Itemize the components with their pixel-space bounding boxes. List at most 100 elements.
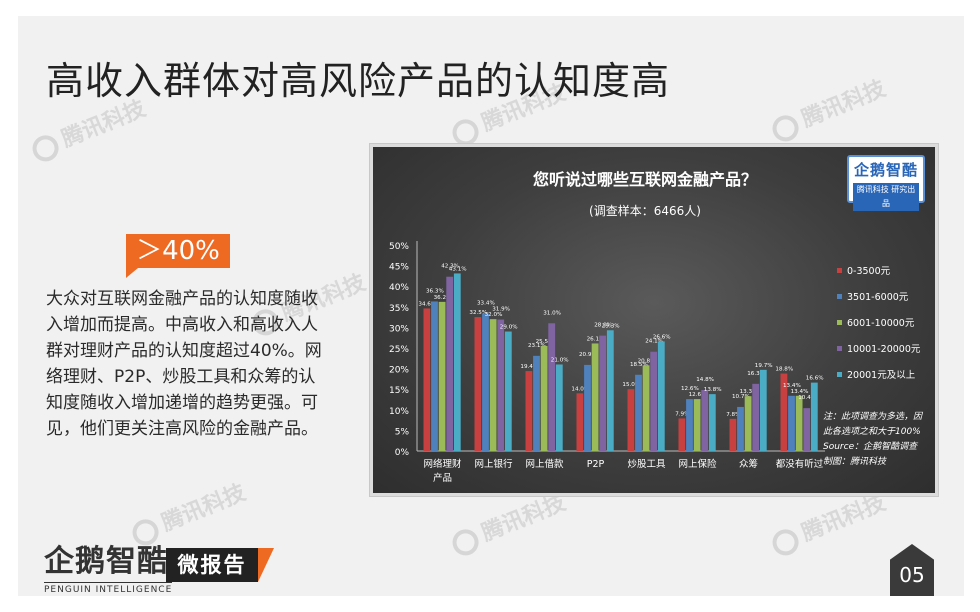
bar xyxy=(686,399,693,451)
bar xyxy=(803,408,811,451)
x-tick-label: 网上借款 xyxy=(525,458,564,470)
bar xyxy=(708,394,716,451)
data-label: 29.0% xyxy=(500,325,518,331)
footer-logo-text: 企鹅智酷 xyxy=(44,544,168,579)
bar xyxy=(533,355,540,451)
data-label: 29.3% xyxy=(602,323,620,329)
data-label: 36.2% xyxy=(434,295,452,301)
footer-logo: 企鹅智酷 PENGUIN INTELLIGENCE xyxy=(44,536,173,595)
report-tag-tail xyxy=(258,548,274,582)
chart-logo-subtext: 腾讯科技 研究出品 xyxy=(853,183,919,211)
footer-logo-subtext: PENGUIN INTELLIGENCE xyxy=(44,582,173,595)
legend-label: 20001元及以上 xyxy=(847,370,916,381)
data-label: 19.4% xyxy=(520,364,538,370)
bar-chart: 您听说过哪些互联网金融产品？ (调查样本：6466人) 0% 5% 10% 15% 20% 2… xyxy=(389,170,924,484)
x-tick-label: 都没有听过 xyxy=(776,458,824,470)
x-tick-label: 众筹 xyxy=(739,458,758,470)
data-label: 34.6% xyxy=(418,301,436,307)
bar xyxy=(423,308,431,451)
bar xyxy=(548,323,556,451)
bar xyxy=(780,373,788,451)
data-label: 16.3% xyxy=(747,371,765,377)
legend-swatch xyxy=(837,268,842,273)
bar xyxy=(678,418,686,451)
bar xyxy=(431,301,438,451)
y-tick-label: 0% xyxy=(395,448,410,458)
y-tick-label: 45% xyxy=(389,263,409,273)
data-label: 13.8% xyxy=(704,387,722,393)
bar xyxy=(788,395,795,451)
x-tick-label: 网上保险 xyxy=(678,458,717,470)
bar xyxy=(701,390,709,451)
data-label: 28.0% xyxy=(594,323,612,329)
bar xyxy=(657,341,665,451)
bar xyxy=(591,343,599,451)
data-label: 16.6% xyxy=(806,376,824,382)
bar xyxy=(497,319,505,451)
x-tick-label: 产品 xyxy=(433,472,452,484)
chart-logo-text: 企鹅智酷 xyxy=(853,161,918,179)
bar xyxy=(474,317,482,451)
chart-note: Source：企鹅智酷调查 xyxy=(823,441,919,452)
data-label: 14.8% xyxy=(696,377,714,383)
bar xyxy=(482,313,489,451)
bar xyxy=(650,351,658,451)
chart-subtitle: (调查样本：6466人) xyxy=(589,203,701,218)
data-label: 36.3% xyxy=(426,288,444,294)
bar xyxy=(606,330,614,451)
bar xyxy=(489,319,497,451)
data-label: 23.1% xyxy=(528,343,546,349)
bar xyxy=(627,389,635,451)
bar xyxy=(795,395,803,451)
data-label: 24.1% xyxy=(645,339,663,345)
legend-label: 6001-10000元 xyxy=(847,318,915,329)
data-label: 21.0% xyxy=(551,357,569,363)
body-text: 大众对互联网金融产品的认知度随收入增加而提高。中高收入和高收入人群对理财产品的认… xyxy=(46,289,322,439)
data-label: 18.8% xyxy=(775,367,793,373)
slide: 腾讯科技 腾讯科技 腾讯科技 腾讯科技 腾讯科技 腾讯科技 腾讯科技 高收入群体… xyxy=(18,16,964,596)
x-tick-label: 网上银行 xyxy=(474,458,513,470)
data-label: 13.3% xyxy=(740,389,758,395)
data-label: 15.0% xyxy=(622,382,640,388)
data-label: 13.4% xyxy=(783,383,801,389)
bar xyxy=(555,364,563,451)
bar xyxy=(438,301,446,451)
data-label: 32.5% xyxy=(469,310,487,316)
data-label: 20.8% xyxy=(638,358,656,364)
data-label: 18.5% xyxy=(630,362,648,368)
y-tick-label: 50% xyxy=(389,242,409,252)
legend-label: 3501-6000元 xyxy=(847,292,909,303)
chart-panel: 您听说过哪些互联网金融产品？ (调查样本：6466人) 0% 5% 10% 15% 20% 2… xyxy=(370,144,938,496)
data-label: 10.7% xyxy=(732,394,750,400)
data-label: 25.5% xyxy=(536,339,554,345)
data-label: 13.4% xyxy=(791,389,809,395)
y-tick-label: 5% xyxy=(395,427,410,437)
data-label: 26.1% xyxy=(587,336,605,342)
y-tick-label: 30% xyxy=(389,324,409,334)
chart-title: 您听说过哪些互联网金融产品？ xyxy=(533,170,757,189)
page-number: 05 xyxy=(890,544,934,596)
y-tick-label: 25% xyxy=(389,345,409,355)
bar xyxy=(744,396,752,451)
bar xyxy=(584,364,591,451)
data-label: 32.0% xyxy=(485,312,503,318)
bar xyxy=(599,335,607,451)
highlight-badge: ＞40% xyxy=(126,234,230,268)
x-tick-label: P2P xyxy=(587,459,605,470)
data-label: 31.9% xyxy=(492,307,510,313)
bar xyxy=(453,273,461,451)
x-tick-label: 网络理财 xyxy=(423,458,462,470)
data-label: 43.1% xyxy=(449,266,467,272)
y-tick-label: 15% xyxy=(389,386,409,396)
data-label: 33.4% xyxy=(477,300,495,306)
data-label: 14.0% xyxy=(571,386,589,392)
data-label: 7.9% xyxy=(675,411,689,417)
chart-note: 此各选项之和大于100% xyxy=(823,426,921,437)
bar xyxy=(693,399,701,451)
data-label: 10.4% xyxy=(798,395,816,401)
bar xyxy=(752,383,760,451)
legend-swatch xyxy=(837,320,842,325)
data-label: 19.7% xyxy=(755,363,773,369)
x-tick-label: 炒股工具 xyxy=(627,459,666,470)
data-label: 26.6% xyxy=(653,334,671,340)
